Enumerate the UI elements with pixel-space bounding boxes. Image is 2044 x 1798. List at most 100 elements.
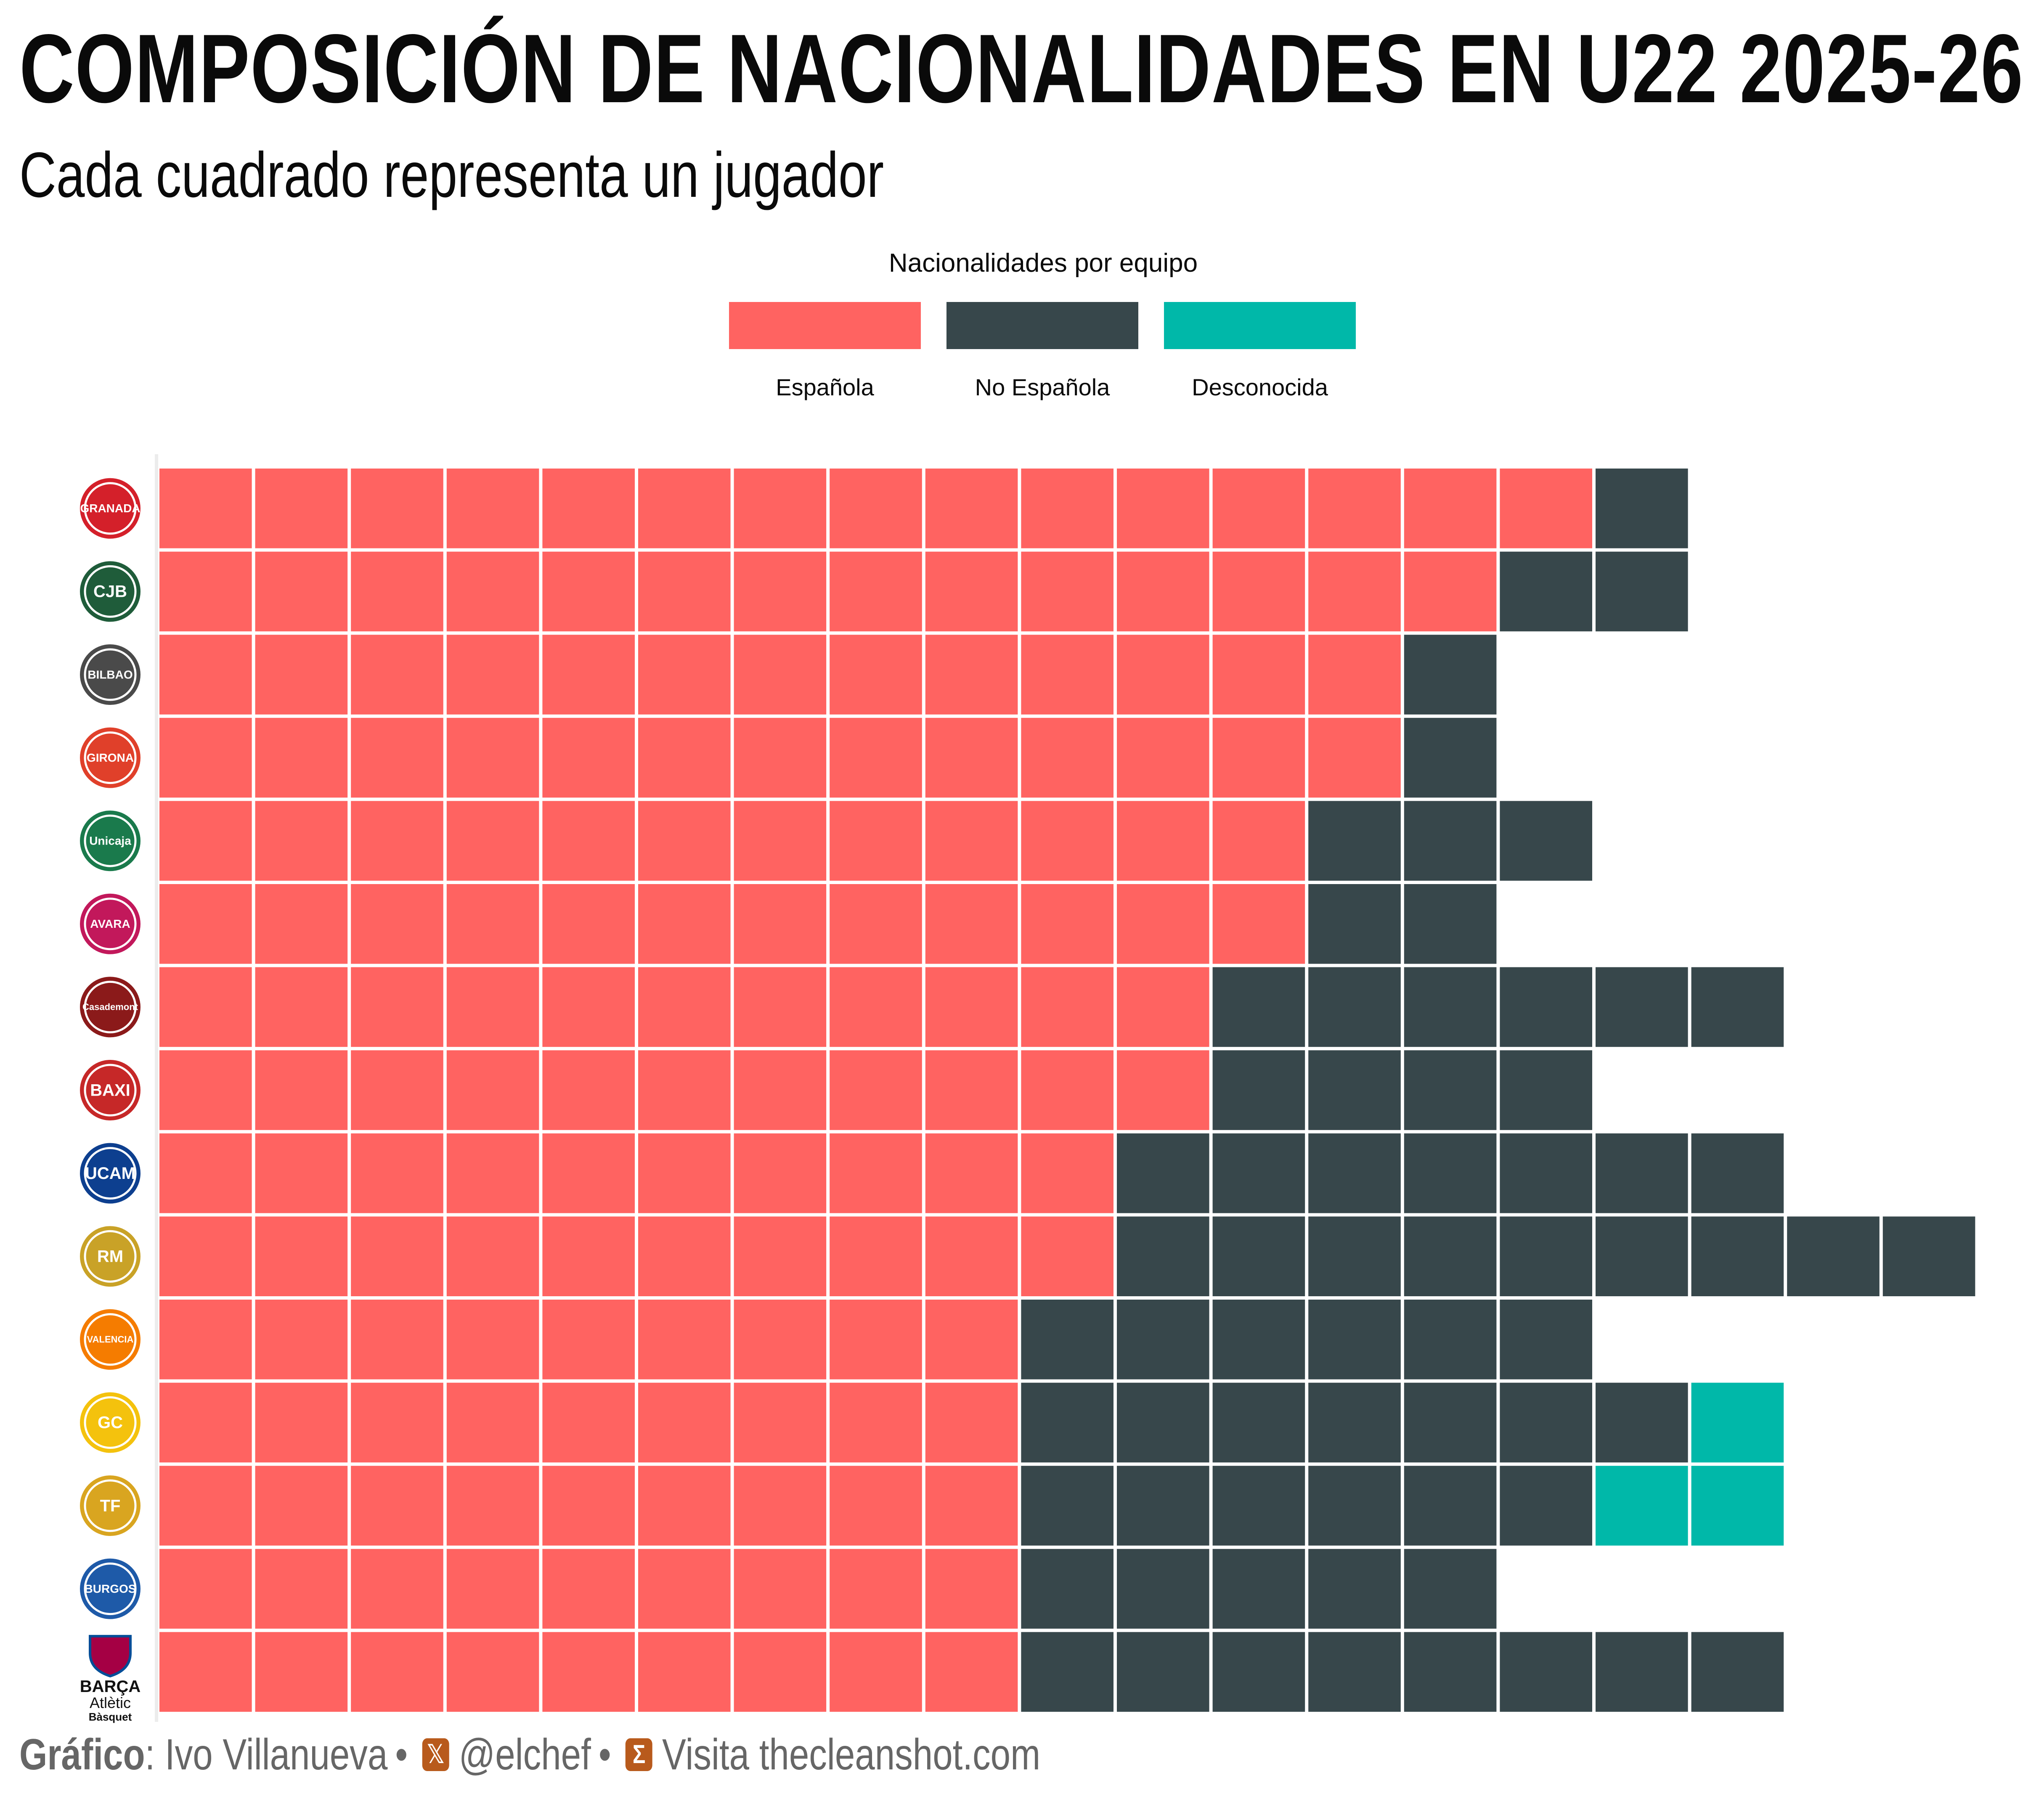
team-crest — [80, 727, 141, 788]
waffle-square-espanola — [925, 1216, 1018, 1296]
waffle-square-espanola — [734, 469, 827, 548]
waffle-square-no-espanola — [1404, 884, 1497, 964]
waffle-square-espanola — [734, 1382, 827, 1463]
waffle-square-espanola — [638, 1466, 731, 1546]
waffle-square-espanola — [542, 1216, 635, 1296]
waffle-square-no-espanola — [1308, 1382, 1401, 1463]
waffle-square-no-espanola — [1596, 1382, 1688, 1463]
legend-key-desconocida — [1164, 302, 1356, 349]
waffle-square-no-espanola — [1308, 967, 1401, 1047]
waffle-square-espanola — [255, 1216, 348, 1296]
chart-subtitle: Cada cuadrado representa un jugador — [19, 139, 884, 211]
waffle-square-no-espanola — [1691, 1632, 1784, 1712]
waffle-square-no-espanola — [1404, 967, 1497, 1047]
waffle-square-no-espanola — [1500, 967, 1592, 1047]
waffle-square-espanola — [1212, 551, 1305, 632]
waffle-square-no-espanola — [1404, 1466, 1497, 1546]
waffle-square-no-espanola — [1404, 1216, 1497, 1296]
waffle-square-espanola — [1021, 718, 1113, 798]
team-crest — [80, 1143, 141, 1204]
footer-handle[interactable]: @elchef — [459, 1730, 591, 1779]
team-logo-text: GRANADA — [80, 502, 140, 515]
waffle-square-espanola — [830, 1300, 922, 1380]
waffle-square-espanola — [159, 1466, 252, 1546]
legend-label-no-espanola: No Española — [975, 374, 1110, 400]
waffle-square-espanola — [734, 884, 827, 964]
waffle-square-espanola — [830, 1466, 922, 1546]
waffle-square-no-espanola — [1212, 1300, 1305, 1380]
waffle-square-espanola — [1117, 801, 1209, 881]
team-crest — [80, 1475, 141, 1536]
footer-author: : Ivo Villanueva — [145, 1730, 388, 1779]
waffle-square-espanola — [446, 1216, 539, 1296]
waffle-square-no-espanola — [1500, 1466, 1592, 1546]
waffle-square-espanola — [542, 718, 635, 798]
team-crest — [89, 1635, 132, 1678]
waffle-square-espanola — [446, 884, 539, 964]
team-logo-text: Unicaja — [89, 834, 131, 847]
team-crest-ring — [84, 1064, 137, 1117]
waffle-square-espanola — [255, 1466, 348, 1546]
waffle-square-espanola — [638, 1632, 731, 1712]
team-logo-text: Casademont — [82, 1002, 138, 1012]
waffle-square-espanola — [351, 718, 443, 798]
waffle-square-espanola — [830, 551, 922, 632]
team-logo: BURGOS — [80, 1558, 141, 1619]
waffle-square-no-espanola — [1021, 1549, 1113, 1629]
waffle-square-espanola — [446, 1466, 539, 1546]
waffle-square-no-espanola — [1308, 1133, 1401, 1213]
waffle-square-desconocida — [1596, 1466, 1688, 1546]
waffle-square-espanola — [1212, 801, 1305, 881]
team-logo: GC — [80, 1392, 141, 1453]
team-crest — [80, 1309, 141, 1370]
waffle-square-espanola — [446, 551, 539, 632]
waffle-square-no-espanola — [1404, 1300, 1497, 1380]
waffle-square-espanola — [734, 551, 827, 632]
team-crest-ring — [84, 1479, 137, 1532]
waffle-square-espanola — [925, 551, 1018, 632]
waffle-square-espanola — [1021, 551, 1113, 632]
waffle-square-desconocida — [1691, 1382, 1784, 1463]
team-logo-text: TF — [100, 1496, 121, 1515]
waffle-square-espanola — [542, 469, 635, 548]
waffle-square-espanola — [734, 1549, 827, 1629]
waffle-square-espanola — [255, 1300, 348, 1380]
waffle-square-espanola — [351, 1300, 443, 1380]
waffle-square-no-espanola — [1596, 1133, 1688, 1213]
waffle-square-no-espanola — [1596, 1632, 1688, 1712]
waffle-square-no-espanola — [1404, 1382, 1497, 1463]
waffle-square-no-espanola — [1404, 635, 1497, 715]
waffle-square-espanola — [159, 801, 252, 881]
waffle-square-espanola — [255, 801, 348, 881]
waffle-square-no-espanola — [1308, 884, 1401, 964]
team-logo-text: RM — [97, 1247, 123, 1266]
waffle-square-espanola — [1021, 469, 1113, 548]
team-logo: AVARA — [80, 893, 141, 954]
waffle-square-espanola — [351, 1216, 443, 1296]
waffle-square-espanola — [542, 967, 635, 1047]
waffle-square-espanola — [159, 469, 252, 548]
waffle-square-no-espanola — [1500, 1050, 1592, 1130]
waffle-square-espanola — [542, 884, 635, 964]
waffle-square-espanola — [1308, 718, 1401, 798]
waffle-square-espanola — [1404, 469, 1497, 548]
waffle-square-no-espanola — [1212, 1133, 1305, 1213]
waffle-square-espanola — [925, 1466, 1018, 1546]
waffle-square-espanola — [925, 635, 1018, 715]
footer-site[interactable]: Visita thecleanshot.com — [662, 1730, 1041, 1779]
waffle-square-espanola — [925, 1382, 1018, 1463]
waffle-square-no-espanola — [1308, 1216, 1401, 1296]
waffle-square-espanola — [255, 1050, 348, 1130]
footer-grafico-label: Gráfico — [19, 1730, 145, 1779]
waffle-square-no-espanola — [1117, 1632, 1209, 1712]
waffle-square-espanola — [351, 469, 443, 548]
waffle-square-espanola — [830, 1549, 922, 1629]
team-crest-ring — [84, 731, 137, 784]
waffle-square-espanola — [1021, 635, 1113, 715]
waffle-square-no-espanola — [1308, 1632, 1401, 1712]
waffle-square-espanola — [638, 967, 731, 1047]
waffle-square-espanola — [159, 718, 252, 798]
waffle-square-no-espanola — [1500, 1133, 1592, 1213]
waffle-square-espanola — [830, 1133, 922, 1213]
waffle-square-no-espanola — [1691, 1133, 1784, 1213]
